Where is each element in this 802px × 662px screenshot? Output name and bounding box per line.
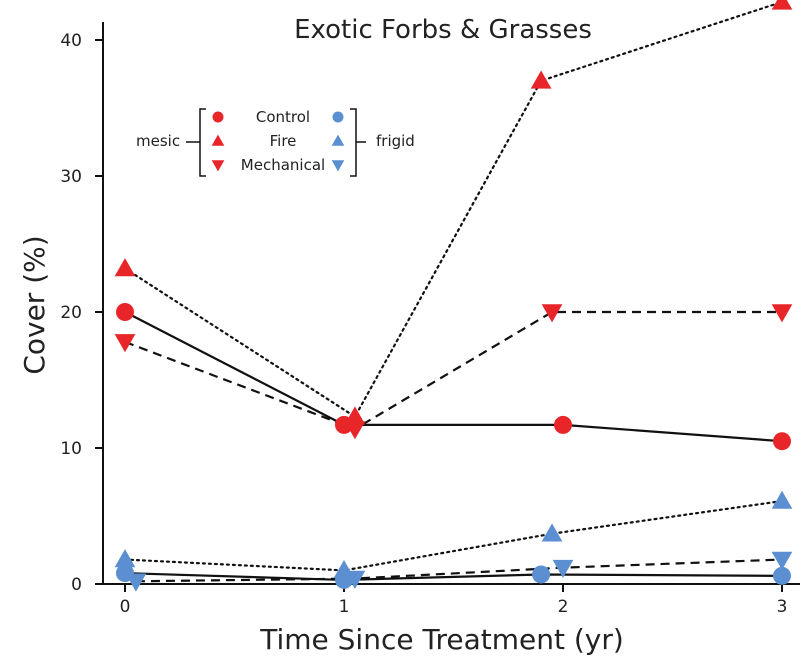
data-point-mesic-mechanical-3 — [771, 304, 793, 323]
legend-group-label-frigid: frigid — [376, 132, 415, 150]
data-point-frigid-control-2 — [532, 565, 551, 584]
series-line-mesic-mechanical — [124, 310, 782, 431]
data-point-frigid-fire-0 — [114, 549, 136, 568]
legend-marker-frigid-triangle-up — [331, 134, 345, 146]
series-line-frigid-fire — [123, 499, 784, 572]
legend-entry-mechanical: Mechanical — [241, 156, 325, 174]
y-tick-label-20: 20 — [60, 303, 82, 323]
series-line-frigid-mechanical — [135, 558, 783, 583]
data-point-mesic-fire-0 — [114, 258, 136, 277]
legend-marker-mesic-triangle-down — [211, 160, 225, 172]
data-point-mesic-control-0 — [116, 303, 134, 321]
data-point-mesic-fire-1 — [344, 406, 366, 425]
data-point-frigid-fire-2 — [541, 523, 563, 542]
legend-entry-control: Control — [256, 108, 310, 126]
legend-group-label-mesic: mesic — [136, 132, 180, 150]
x-tick-label-1: 1 — [339, 597, 350, 617]
data-point-mesic-mechanical-1 — [344, 421, 366, 440]
series-line-mesic-fire — [123, 0, 784, 419]
legend-marker-mesic-circle — [212, 111, 224, 123]
y-tick-label-40: 40 — [60, 31, 82, 51]
legend-marker-frigid-circle — [332, 111, 344, 123]
data-point-frigid-mechanical-1 — [344, 570, 366, 589]
x-tick-label-0: 0 — [120, 597, 131, 617]
y-axis-label: Cover (%) — [18, 235, 51, 374]
data-point-mesic-control-2 — [554, 415, 572, 434]
data-point-frigid-control-3 — [773, 566, 791, 585]
data-point-mesic-control-3 — [773, 432, 791, 451]
y-tick-label-30: 30 — [60, 167, 82, 187]
legend-marker-frigid-triangle-down — [331, 160, 345, 172]
data-point-frigid-mechanical-0 — [125, 573, 147, 592]
data-point-mesic-mechanical-0 — [114, 334, 136, 353]
data-point-frigid-fire-3 — [771, 490, 793, 509]
tick-marks — [95, 39, 783, 592]
data-point-frigid-mechanical-3 — [771, 551, 793, 570]
x-axis-label: Time Since Treatment (yr) — [259, 623, 624, 656]
axes — [102, 22, 800, 585]
series-line-frigid-control — [124, 572, 783, 582]
legend-right-bracket — [350, 108, 366, 177]
x-tick-label-3: 3 — [777, 597, 788, 617]
legend-markers — [211, 111, 345, 172]
legend: mesic frigid Control Fire Mechanical — [136, 108, 415, 177]
chart-title: Exotic Forbs & Grasses — [294, 15, 592, 45]
x-tick-label-2: 2 — [558, 597, 569, 617]
legend-left-bracket — [186, 108, 206, 177]
series-lines — [123, 0, 784, 583]
data-point-mesic-fire-3 — [771, 0, 793, 10]
legend-entry-fire: Fire — [270, 132, 297, 150]
data-point-mesic-mechanical-2 — [541, 304, 563, 323]
data-points — [114, 0, 793, 592]
data-point-frigid-mechanical-2 — [552, 559, 574, 579]
series-line-mesic-control — [124, 311, 783, 443]
y-tick-label-10: 10 — [60, 439, 82, 459]
data-point-mesic-fire-2 — [530, 70, 552, 89]
y-tick-label-0: 0 — [71, 575, 82, 595]
legend-marker-mesic-triangle-up — [211, 134, 225, 146]
